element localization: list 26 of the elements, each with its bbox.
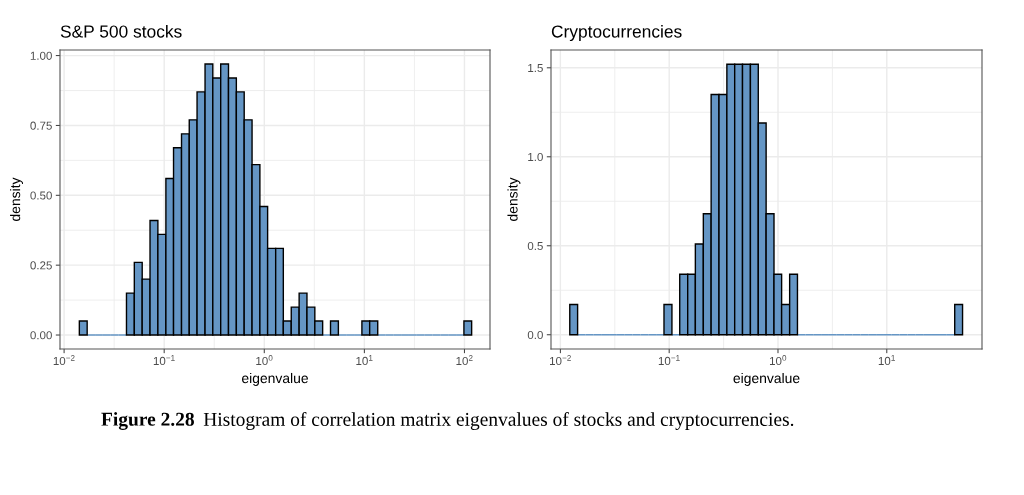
y-tick-label: 1.00	[30, 51, 52, 60]
y-tick-label: 0.25	[30, 261, 52, 270]
x-tick-label: 10$^{−2}$	[550, 355, 571, 366]
y-tick-label: 0.00	[30, 331, 52, 340]
caption: Figure 2.28	[101, 412, 194, 430]
y-tick-label: 0.75	[30, 121, 52, 130]
y-axis-title: density	[10, 177, 23, 221]
x-tick-label: 10$^{1}$	[878, 355, 895, 366]
y-tick-label: 0.50	[30, 191, 52, 200]
x-tick-label: 10$^{−1}$	[153, 355, 175, 366]
chart-title: S&P 500 stocks	[60, 24, 182, 38]
y-tick-label: 1.0	[528, 152, 543, 162]
chart-title: Cryptocurrencies	[551, 24, 682, 42]
x-tick-label: 10$^{−2}$	[53, 355, 75, 366]
x-tick-label: 10$^{0}$	[256, 355, 273, 366]
x-tick-label: 10$^{1}$	[356, 355, 373, 366]
y-tick-label: 0.0	[527, 330, 543, 340]
x-tick-label: 10$^{0}$	[769, 355, 787, 366]
text: Histogram of correlation matrix eigenvalues of stocks and cryptocurrencies.	[203, 412, 794, 430]
y-tick-label: 0.5	[527, 241, 543, 251]
x-axis-title: eigenvalue	[242, 372, 308, 386]
y-axis-title: density	[507, 177, 521, 221]
y-tick-label: 1.5	[528, 64, 543, 73]
x-tick-label: 10$^{2}$	[456, 355, 473, 366]
x-axis-title: eigenvalue	[733, 372, 800, 386]
x-tick-label: 10$^{−1}$	[658, 355, 680, 366]
